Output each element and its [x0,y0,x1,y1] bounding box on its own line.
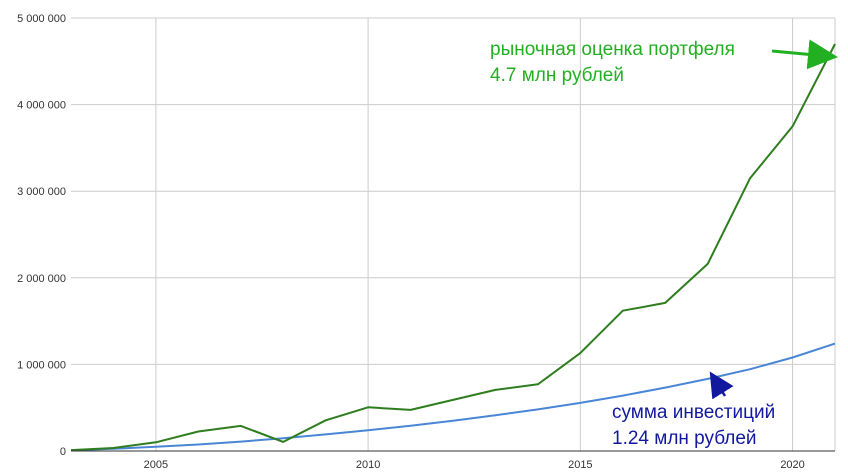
investment-line [70,342,836,452]
market-value-annotation-amount: 4.7 млн рублей [490,65,624,86]
x-tick-label: 2005 [144,459,168,471]
x-tick-label: 2020 [780,459,804,471]
y-tick-label: 2 000 000 [17,273,66,285]
y-axis-ticks: 0 1 000 000 2 000 000 3 000 000 4 000 000 5 0… [17,13,66,458]
y-tick-label: 0 [60,446,66,458]
annotations: рыночная оценка портфеля 4.7 млн рублей … [490,39,838,449]
y-tick-label: 5 000 000 [17,13,66,25]
market-value-annotation-title: рыночная оценка портфеля [490,39,735,60]
market-value-line [70,43,836,452]
x-tick-label: 2015 [568,459,592,471]
investment-annotation-title: сумма инвестиций [612,402,775,423]
investment-annotation-amount: 1.24 млн рублей [612,428,757,449]
y-tick-label: 1 000 000 [17,359,66,371]
x-tick-label: 2010 [356,459,380,471]
series-lines [70,43,836,452]
y-tick-label: 4 000 000 [17,100,66,112]
investment-arrow [709,371,734,400]
x-axis-ticks: 2005 2010 2015 2020 [144,459,805,471]
market-value-arrow [771,39,838,70]
y-tick-label: 3 000 000 [17,186,66,198]
grid [71,17,836,451]
